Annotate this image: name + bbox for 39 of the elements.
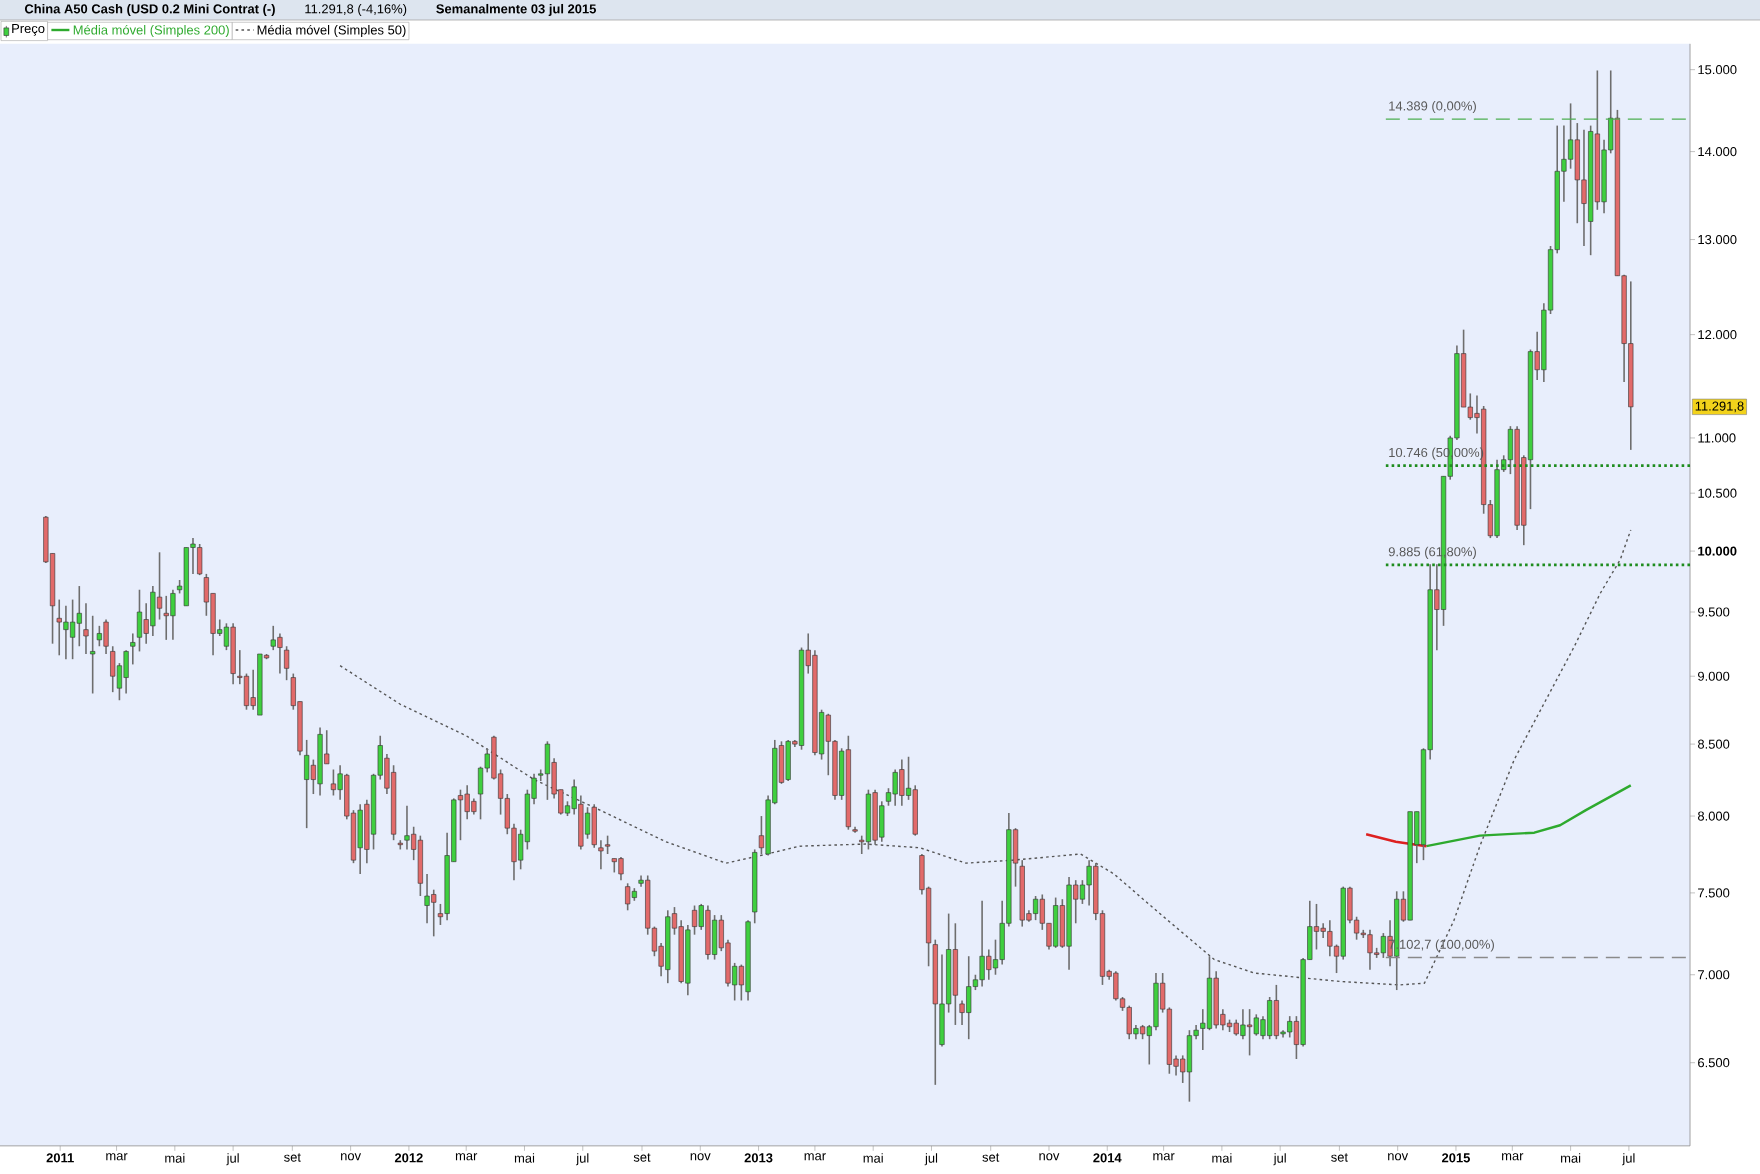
candlestick <box>230 622 236 685</box>
candlestick <box>357 803 363 875</box>
candlestick <box>966 955 972 1040</box>
candlestick <box>277 632 283 675</box>
candlestick <box>330 768 336 797</box>
candlestick <box>1033 895 1039 921</box>
candlestick <box>899 758 905 807</box>
candlestick <box>1287 1015 1293 1039</box>
candlestick <box>63 605 69 660</box>
candlestick <box>584 806 591 840</box>
candlestick <box>892 768 898 807</box>
candlestick <box>872 788 878 846</box>
candlestick <box>1053 896 1059 949</box>
candlestick <box>785 739 791 782</box>
candlestick <box>625 882 631 912</box>
candlestick <box>712 914 718 961</box>
candlestick <box>1267 996 1273 1040</box>
candlestick <box>1247 1008 1253 1057</box>
candlestick <box>1273 984 1279 1040</box>
candlestick <box>544 740 550 801</box>
candlestick <box>1086 859 1092 907</box>
candlestick <box>1581 128 1587 247</box>
candlestick <box>952 922 958 1026</box>
candlestick <box>1213 970 1219 1030</box>
candlestick <box>611 857 617 874</box>
candlestick <box>270 625 276 651</box>
candlestick <box>1186 1029 1192 1103</box>
candlestick <box>618 856 624 881</box>
candlestick <box>1367 929 1373 971</box>
candlestick <box>1126 1004 1132 1040</box>
line-series <box>339 529 1632 986</box>
candlestick <box>865 788 871 851</box>
candlestick <box>404 804 410 851</box>
candlestick <box>170 588 176 641</box>
line-series <box>1425 784 1632 848</box>
candlestick <box>1380 932 1386 959</box>
candlestick <box>979 900 985 988</box>
candlestick <box>986 948 992 981</box>
candlestick <box>705 904 711 961</box>
